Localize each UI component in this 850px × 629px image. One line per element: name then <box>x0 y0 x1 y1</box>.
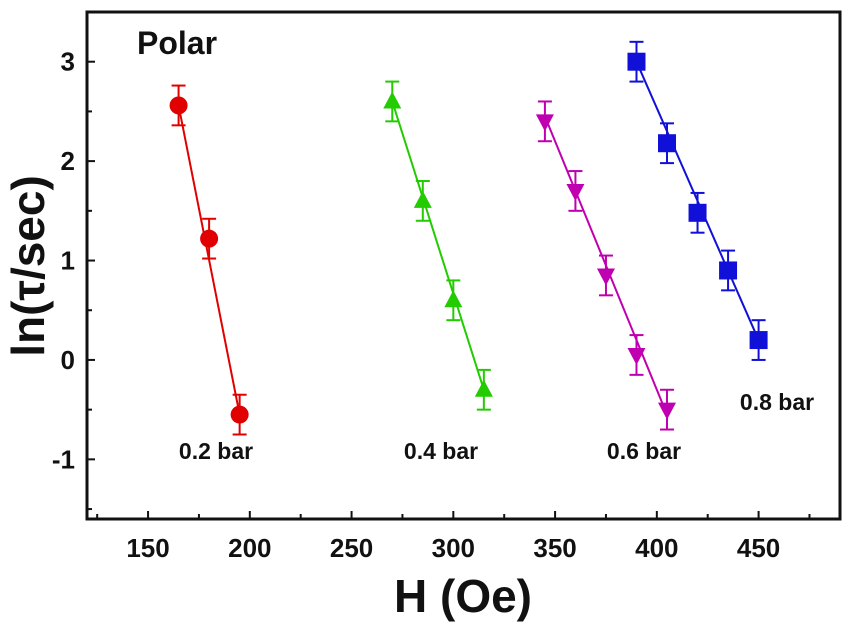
series-0-8-bar: 0.8 bar <box>627 40 814 415</box>
series-label: 0.8 bar <box>740 389 814 415</box>
data-point <box>474 379 493 397</box>
y-axis-title: ln(τ/sec) <box>2 175 54 357</box>
series-label: 0.2 bar <box>179 438 253 464</box>
x-tick-label: 250 <box>330 533 373 563</box>
data-point <box>444 290 463 308</box>
data-point <box>688 203 707 222</box>
series-0-4-bar: 0.4 bar <box>383 80 493 464</box>
chart-title: Polar <box>137 25 217 61</box>
plot-frame <box>85 10 842 521</box>
data-point <box>413 190 432 208</box>
y-axis: -1 0 1 2 3 <box>52 11 95 511</box>
fit-line <box>391 101 485 391</box>
fit-line <box>177 105 241 415</box>
x-tick-label: 450 <box>737 533 780 563</box>
series-layer: 0.2 bar 0.4 bar 0.6 bar 0.8 bar <box>169 40 814 464</box>
data-point <box>566 183 585 201</box>
data-point <box>596 268 615 286</box>
y-tick-label: 3 <box>61 47 75 77</box>
data-point <box>627 52 646 71</box>
data-point <box>383 91 402 109</box>
series-label: 0.4 bar <box>404 438 478 464</box>
x-tick-label: 400 <box>635 533 678 563</box>
data-point <box>200 229 219 248</box>
y-tick-label: -1 <box>52 444 75 474</box>
x-axis-title: H (Oe) <box>394 570 532 622</box>
y-tick-label: 0 <box>61 345 75 375</box>
data-point <box>169 96 188 115</box>
data-point <box>658 134 677 153</box>
x-tick-label: 150 <box>126 533 169 563</box>
data-point <box>535 114 554 132</box>
y-tick-label: 1 <box>61 246 75 276</box>
data-point <box>749 331 768 350</box>
x-axis: 150 200 250 300 350 400 450 <box>96 511 811 563</box>
series-0-6-bar: 0.6 bar <box>535 100 681 464</box>
data-point <box>658 402 677 420</box>
series-0-2-bar: 0.2 bar <box>169 84 253 464</box>
data-point <box>719 261 738 280</box>
y-tick-label: 2 <box>61 146 75 176</box>
series-label: 0.6 bar <box>607 438 681 464</box>
data-point <box>230 405 249 424</box>
x-tick-label: 300 <box>432 533 475 563</box>
x-tick-label: 200 <box>228 533 271 563</box>
data-point <box>627 347 646 365</box>
x-tick-label: 350 <box>533 533 576 563</box>
